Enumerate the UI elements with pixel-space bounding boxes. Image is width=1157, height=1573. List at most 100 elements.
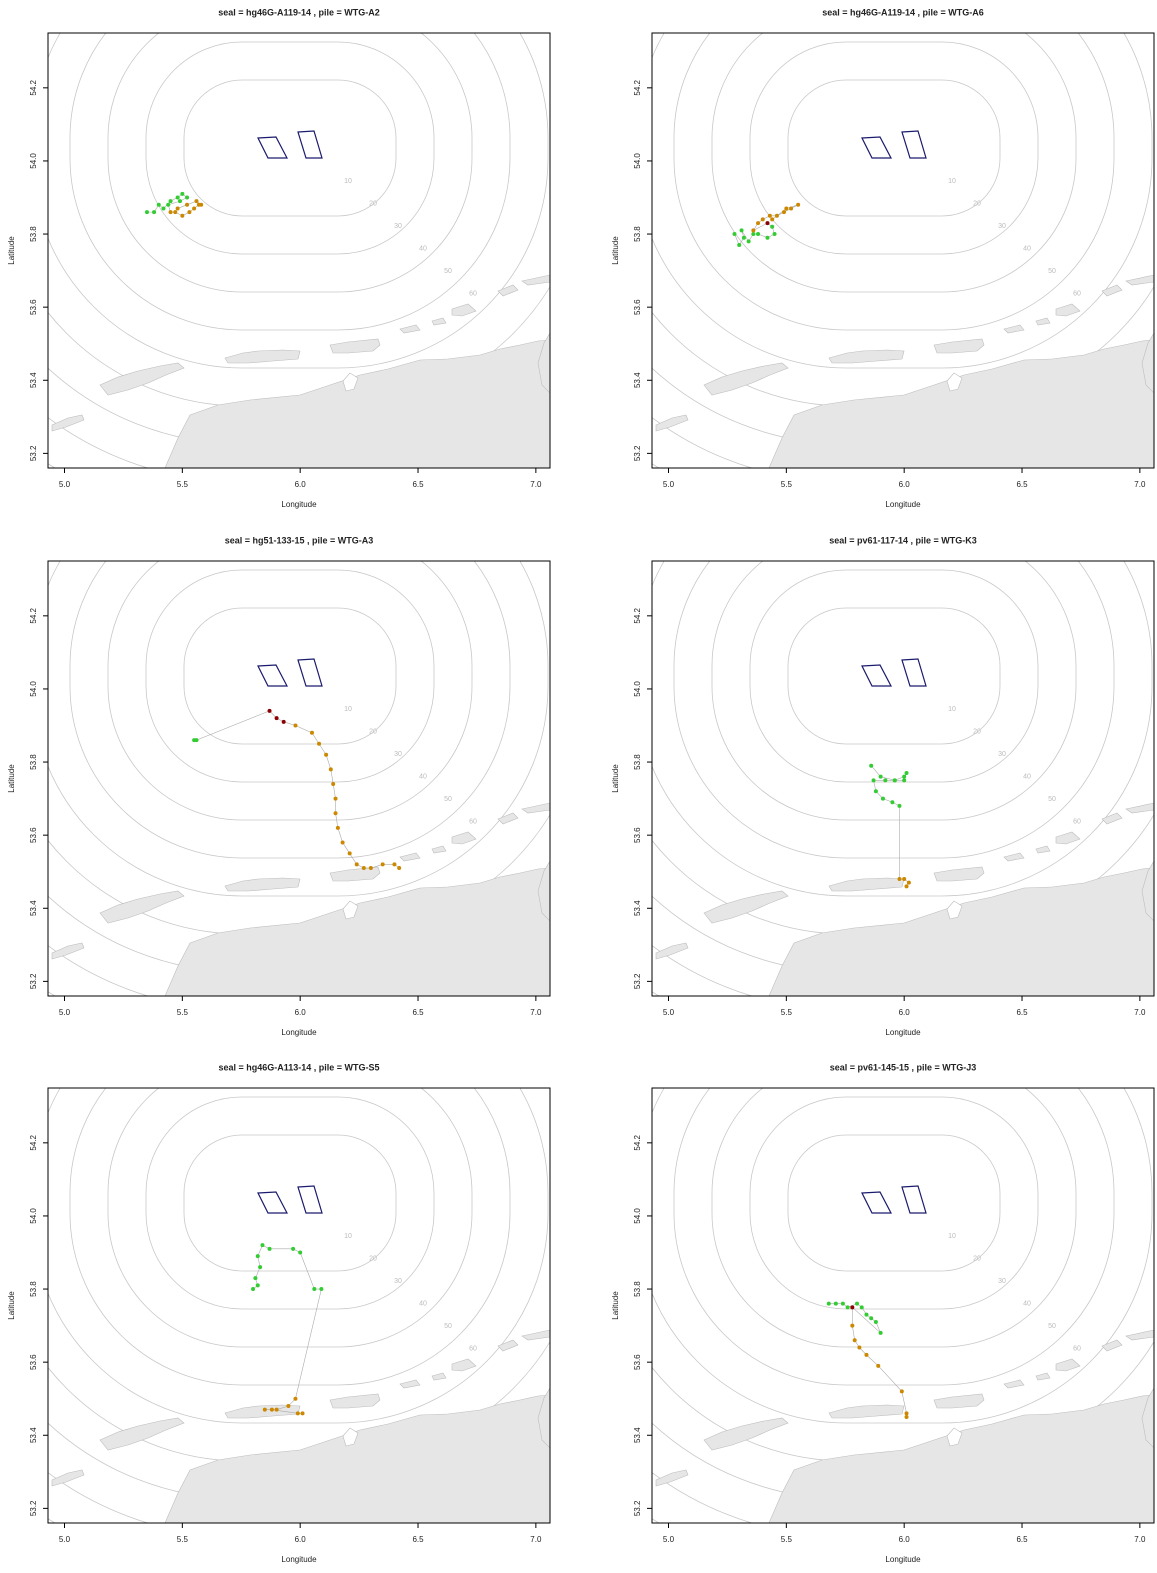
x-tick-label: 6.0 [295,1008,307,1017]
y-axis-label: Latitude [7,764,16,793]
contour-label: 60 [1073,1345,1081,1352]
location-point [175,195,180,200]
location-point [361,866,366,871]
y-tick-label: 53.8 [633,754,642,770]
location-point [397,866,402,871]
contour-ring [48,561,549,897]
x-tick-label: 7.0 [530,1535,542,1544]
location-point [897,877,902,882]
x-tick-label: 5.5 [177,1008,189,1017]
contour-label: 50 [1048,1323,1056,1330]
contour-ring [69,1088,511,1386]
location-point [298,1250,303,1255]
location-point [328,767,333,772]
y-tick-label: 53.2 [29,1500,38,1516]
location-point [873,1319,878,1324]
location-point [274,716,279,721]
contour-label: 50 [1048,268,1056,275]
plot-frame [651,32,1155,469]
location-point [878,774,883,779]
location-point [185,202,190,207]
location-point [871,778,876,783]
y-tick-label: 53.2 [633,445,642,461]
contour-label: 60 [469,1345,477,1352]
contour-ring [145,1096,435,1310]
location-point [737,243,742,248]
location-point [845,1305,850,1310]
track-line [170,200,203,217]
contour-label: 50 [444,268,452,275]
location-point [899,1389,904,1394]
plot-frame [47,560,551,997]
location-point [857,1345,862,1350]
x-tick-label: 6.5 [412,1535,424,1544]
location-point [380,862,385,867]
contour-label: 20 [973,200,981,207]
y-tick-label: 53.4 [29,900,38,916]
x-tick-label: 6.0 [295,480,307,489]
location-point [267,708,272,713]
panel-title: seal = pv61-117-14 , pile = WTG-K3 [829,535,977,545]
contour-ring [787,1134,1001,1272]
contour-label: 10 [344,1233,352,1240]
location-point [732,232,737,237]
contour-label: 40 [1023,773,1031,780]
location-point [902,877,907,882]
location-point [194,199,199,204]
location-point [199,202,204,207]
x-axis-label: Longitude [885,1555,921,1564]
location-point [789,206,794,211]
location-point [781,210,786,215]
location-point [166,202,171,207]
location-point [751,228,756,233]
y-tick-label: 54.0 [633,153,642,169]
contour-label: 30 [394,751,402,758]
x-tick-label: 6.5 [1016,1535,1028,1544]
location-point [173,210,178,215]
plot-frame [47,1087,551,1524]
location-point [864,1352,869,1357]
plot-area: 10 20 30 40 50 60 [48,561,550,996]
location-point [286,1404,291,1409]
x-tick-label: 7.0 [1134,480,1146,489]
plot-area: 10 20 30 40 50 60 [48,33,550,468]
x-tick-label: 6.0 [295,1535,307,1544]
y-axis-label: Latitude [7,1291,16,1320]
location-point [255,1254,260,1259]
location-point [293,1396,298,1401]
location-point [340,840,345,845]
panel: seal = hg51-133-15 , pile = WTG-A3 10 20 30… [7,535,551,1037]
location-point [890,800,895,805]
location-point [878,1330,883,1335]
x-axis-label: Longitude [281,1028,317,1037]
location-point [873,789,878,794]
contour-label: 20 [369,200,377,207]
x-tick-label: 5.0 [59,480,71,489]
location-point [194,738,199,743]
contour-label: 20 [973,1255,981,1262]
location-point [756,232,761,237]
y-tick-label: 53.6 [633,1354,642,1370]
contour-label: 10 [344,706,352,713]
y-tick-label: 53.2 [29,445,38,461]
plot-frame [651,1087,1155,1524]
contour-ring [107,561,473,821]
y-axis-label: Latitude [611,764,620,793]
location-point [185,195,190,200]
plot-area: 10 20 30 40 50 60 [652,33,1154,468]
location-point [746,239,751,244]
y-axis-label: Latitude [611,236,620,265]
y-tick-label: 53.8 [29,226,38,242]
y-tick-label: 53.6 [29,299,38,315]
y-tick-label: 53.2 [633,1500,642,1516]
location-point [869,763,874,768]
y-tick-label: 54.0 [633,681,642,697]
x-tick-label: 7.0 [530,1008,542,1017]
contour-label: 60 [469,290,477,297]
x-tick-label: 7.0 [530,480,542,489]
contour-ring [711,33,1077,293]
y-tick-label: 54.0 [29,681,38,697]
location-point [335,825,340,830]
